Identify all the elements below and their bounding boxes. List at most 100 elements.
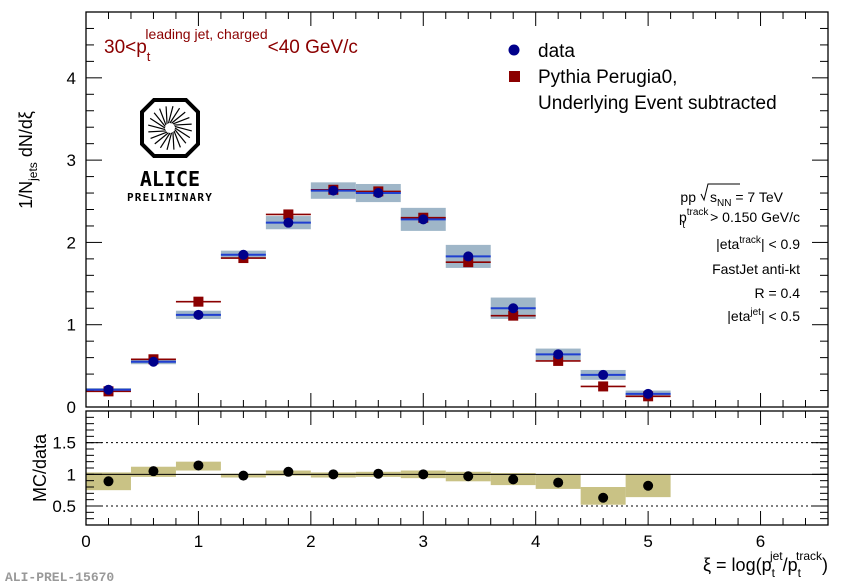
ratio-point <box>283 466 294 477</box>
main-y-tick-label: 1 <box>67 316 76 335</box>
main-panel: 0 1 2 3 4 1/Njets dN/dξ 30<ptleading jet, ch… <box>16 11 829 417</box>
main-y-tick-label: 2 <box>67 233 76 252</box>
logo-spoke <box>153 112 166 127</box>
logo-spoke <box>159 132 171 149</box>
ratio-point <box>193 460 204 471</box>
legend-label-pythia-line2: Underlying Event subtracted <box>538 93 777 114</box>
data-point <box>508 303 519 314</box>
legend-label-pythia-line1: Pythia Perugia0, <box>538 67 677 88</box>
ratio-panel: 0.5 1 1.5 0 1 2 3 4 5 6 MC/data ξ = log(ptjet/pt… <box>30 410 829 580</box>
ratio-point <box>148 466 159 477</box>
x-tick-label: 4 <box>531 532 540 551</box>
main-y-axis-title: 1/Njets dN/dξ <box>16 111 40 209</box>
logo-spoke <box>171 111 186 124</box>
ratio-point <box>373 468 384 479</box>
alice-logo: ALICE PRELIMINARY <box>127 98 213 204</box>
ratio-plot-frame <box>85 410 829 526</box>
logo-name: ALICE <box>140 167 200 191</box>
pythia-point <box>598 381 609 392</box>
legend-marker-data <box>508 44 520 56</box>
logo-spoke <box>154 132 169 145</box>
info-block: pp sNN = 7 TeV ptrack t > 0.150 GeV/c |et… <box>679 183 800 324</box>
svg-text:sNN = 7 TeV: sNN = 7 TeV <box>710 189 784 209</box>
x-tick-label: 0 <box>81 532 90 551</box>
ratio-point <box>418 469 429 480</box>
x-tick-label: 6 <box>756 532 765 551</box>
ratio-point <box>238 470 249 481</box>
logo-spoke <box>149 117 166 129</box>
x-tick-label: 2 <box>306 532 315 551</box>
ratio-point <box>328 469 339 480</box>
sqrt-sign <box>700 183 740 202</box>
x-tick-label: 1 <box>194 532 203 551</box>
logo-spoke <box>173 130 181 148</box>
logo-spoke <box>165 106 168 124</box>
data-point <box>463 251 474 262</box>
data-systematic-boxes <box>86 182 671 398</box>
data-point <box>418 214 429 225</box>
logo-spoke <box>159 108 167 126</box>
ratio-y-tick-label: 1.5 <box>52 434 76 453</box>
logo-spokes <box>148 106 192 150</box>
x-tick-labels: 0 1 2 3 4 5 6 <box>81 532 765 551</box>
pythia-point <box>193 296 204 307</box>
ratio-point <box>463 471 474 482</box>
ratio-point <box>643 480 654 491</box>
ratio-y-axis-title: MC/data <box>30 433 50 502</box>
x-axis-title: ξ = log(ptjet/pttrack) <box>703 549 828 580</box>
pythia-series <box>86 184 671 402</box>
info-line-6: |etajet| < 0.5 <box>727 307 800 324</box>
pythia-point <box>508 310 519 321</box>
svg-text:pp: pp <box>680 189 696 205</box>
info-line-1: pp sNN = 7 TeV <box>680 183 784 209</box>
ratio-point <box>508 474 519 485</box>
data-point <box>598 369 609 380</box>
logo-spoke <box>166 132 173 150</box>
ratio-y-tick-label: 1 <box>67 465 76 484</box>
ratio-systematic-bands <box>86 461 671 505</box>
legend-label-data: data <box>538 41 575 62</box>
x-tick-label: 3 <box>419 532 428 551</box>
logo-spoke <box>169 107 181 124</box>
logo-spoke <box>174 125 192 132</box>
x-tick-label: 5 <box>643 532 652 551</box>
legend: data Pythia Perugia0, Underlying Event s… <box>508 41 777 114</box>
jet-pt-cut-label: 30<ptleading jet, charged<40 GeV/c <box>104 26 358 64</box>
logo-spoke <box>167 106 174 124</box>
logo-spoke <box>150 131 168 139</box>
data-point <box>328 185 339 196</box>
ratio-point <box>598 492 609 503</box>
logo-spoke <box>148 124 166 131</box>
pythia-point <box>283 209 294 220</box>
data-series <box>86 185 671 399</box>
ratio-series <box>103 460 654 503</box>
info-line-4: FastJet anti-kt <box>712 261 800 277</box>
pythia-point <box>553 355 564 366</box>
main-y-tick-label: 4 <box>67 69 76 88</box>
ratio-point <box>103 476 114 487</box>
data-point <box>373 188 384 199</box>
data-point <box>283 217 294 228</box>
pythia-point <box>463 257 474 268</box>
data-point <box>103 384 114 395</box>
info-line-2: ptrack t > 0.150 GeV/c <box>679 207 800 231</box>
logo-spoke <box>172 132 175 150</box>
ratio-point <box>553 477 564 488</box>
logo-spoke <box>148 130 166 133</box>
logo-spoke <box>174 123 192 126</box>
ratio-reference-lines <box>86 442 828 507</box>
info-line-3: |etatrack| < 0.9 <box>716 235 800 252</box>
logo-status: PRELIMINARY <box>127 191 213 204</box>
main-y-tick-label: 0 <box>67 398 76 417</box>
preliminary-id-label: ALI-PREL-15670 <box>5 570 114 585</box>
main-y-tick-label: 3 <box>67 151 76 170</box>
data-point <box>148 356 159 367</box>
data-point <box>553 349 564 360</box>
info-line-5: R = 0.4 <box>754 285 800 301</box>
logo-spoke <box>174 129 187 144</box>
ratio-y-tick-labels: 0.5 1 1.5 <box>52 434 76 516</box>
logo-spoke <box>174 127 191 139</box>
logo-octagon <box>140 98 200 158</box>
ratio-axis-ticks <box>85 410 829 525</box>
